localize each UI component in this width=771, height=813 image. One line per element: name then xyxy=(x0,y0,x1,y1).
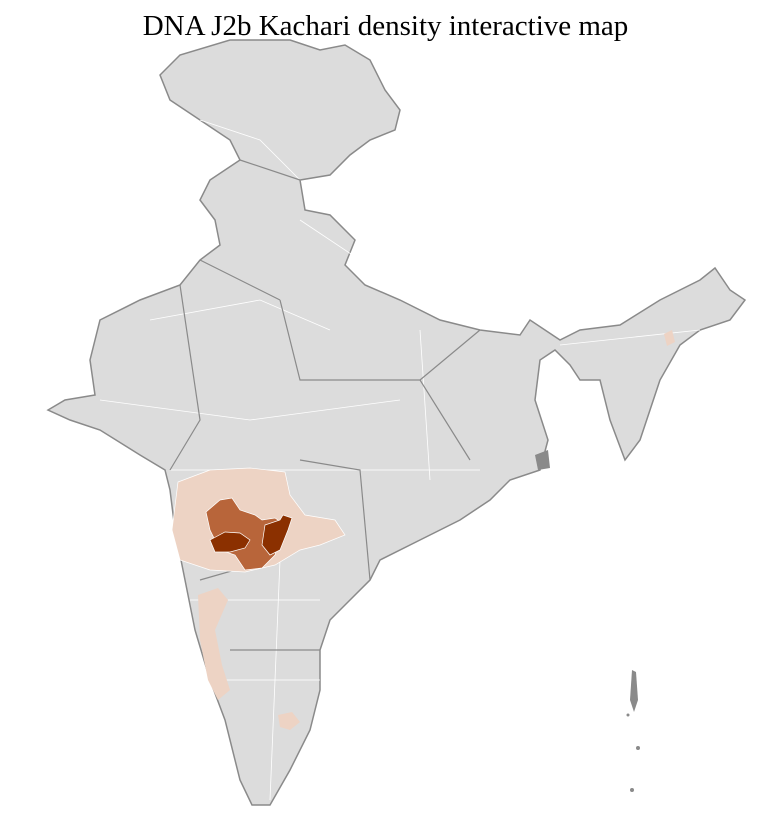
region-low-density-northeast[interactable] xyxy=(664,330,675,346)
andaman-islands xyxy=(626,670,640,792)
map-title: DNA J2b Kachari density interactive map xyxy=(142,10,629,42)
india-outline[interactable] xyxy=(46,39,747,806)
region-low-density-coast[interactable] xyxy=(198,588,230,700)
region-high-density[interactable] xyxy=(209,514,293,556)
sundarbans-coast xyxy=(535,450,550,470)
district-borders xyxy=(99,119,701,801)
region-low-density-south[interactable] xyxy=(278,712,300,730)
